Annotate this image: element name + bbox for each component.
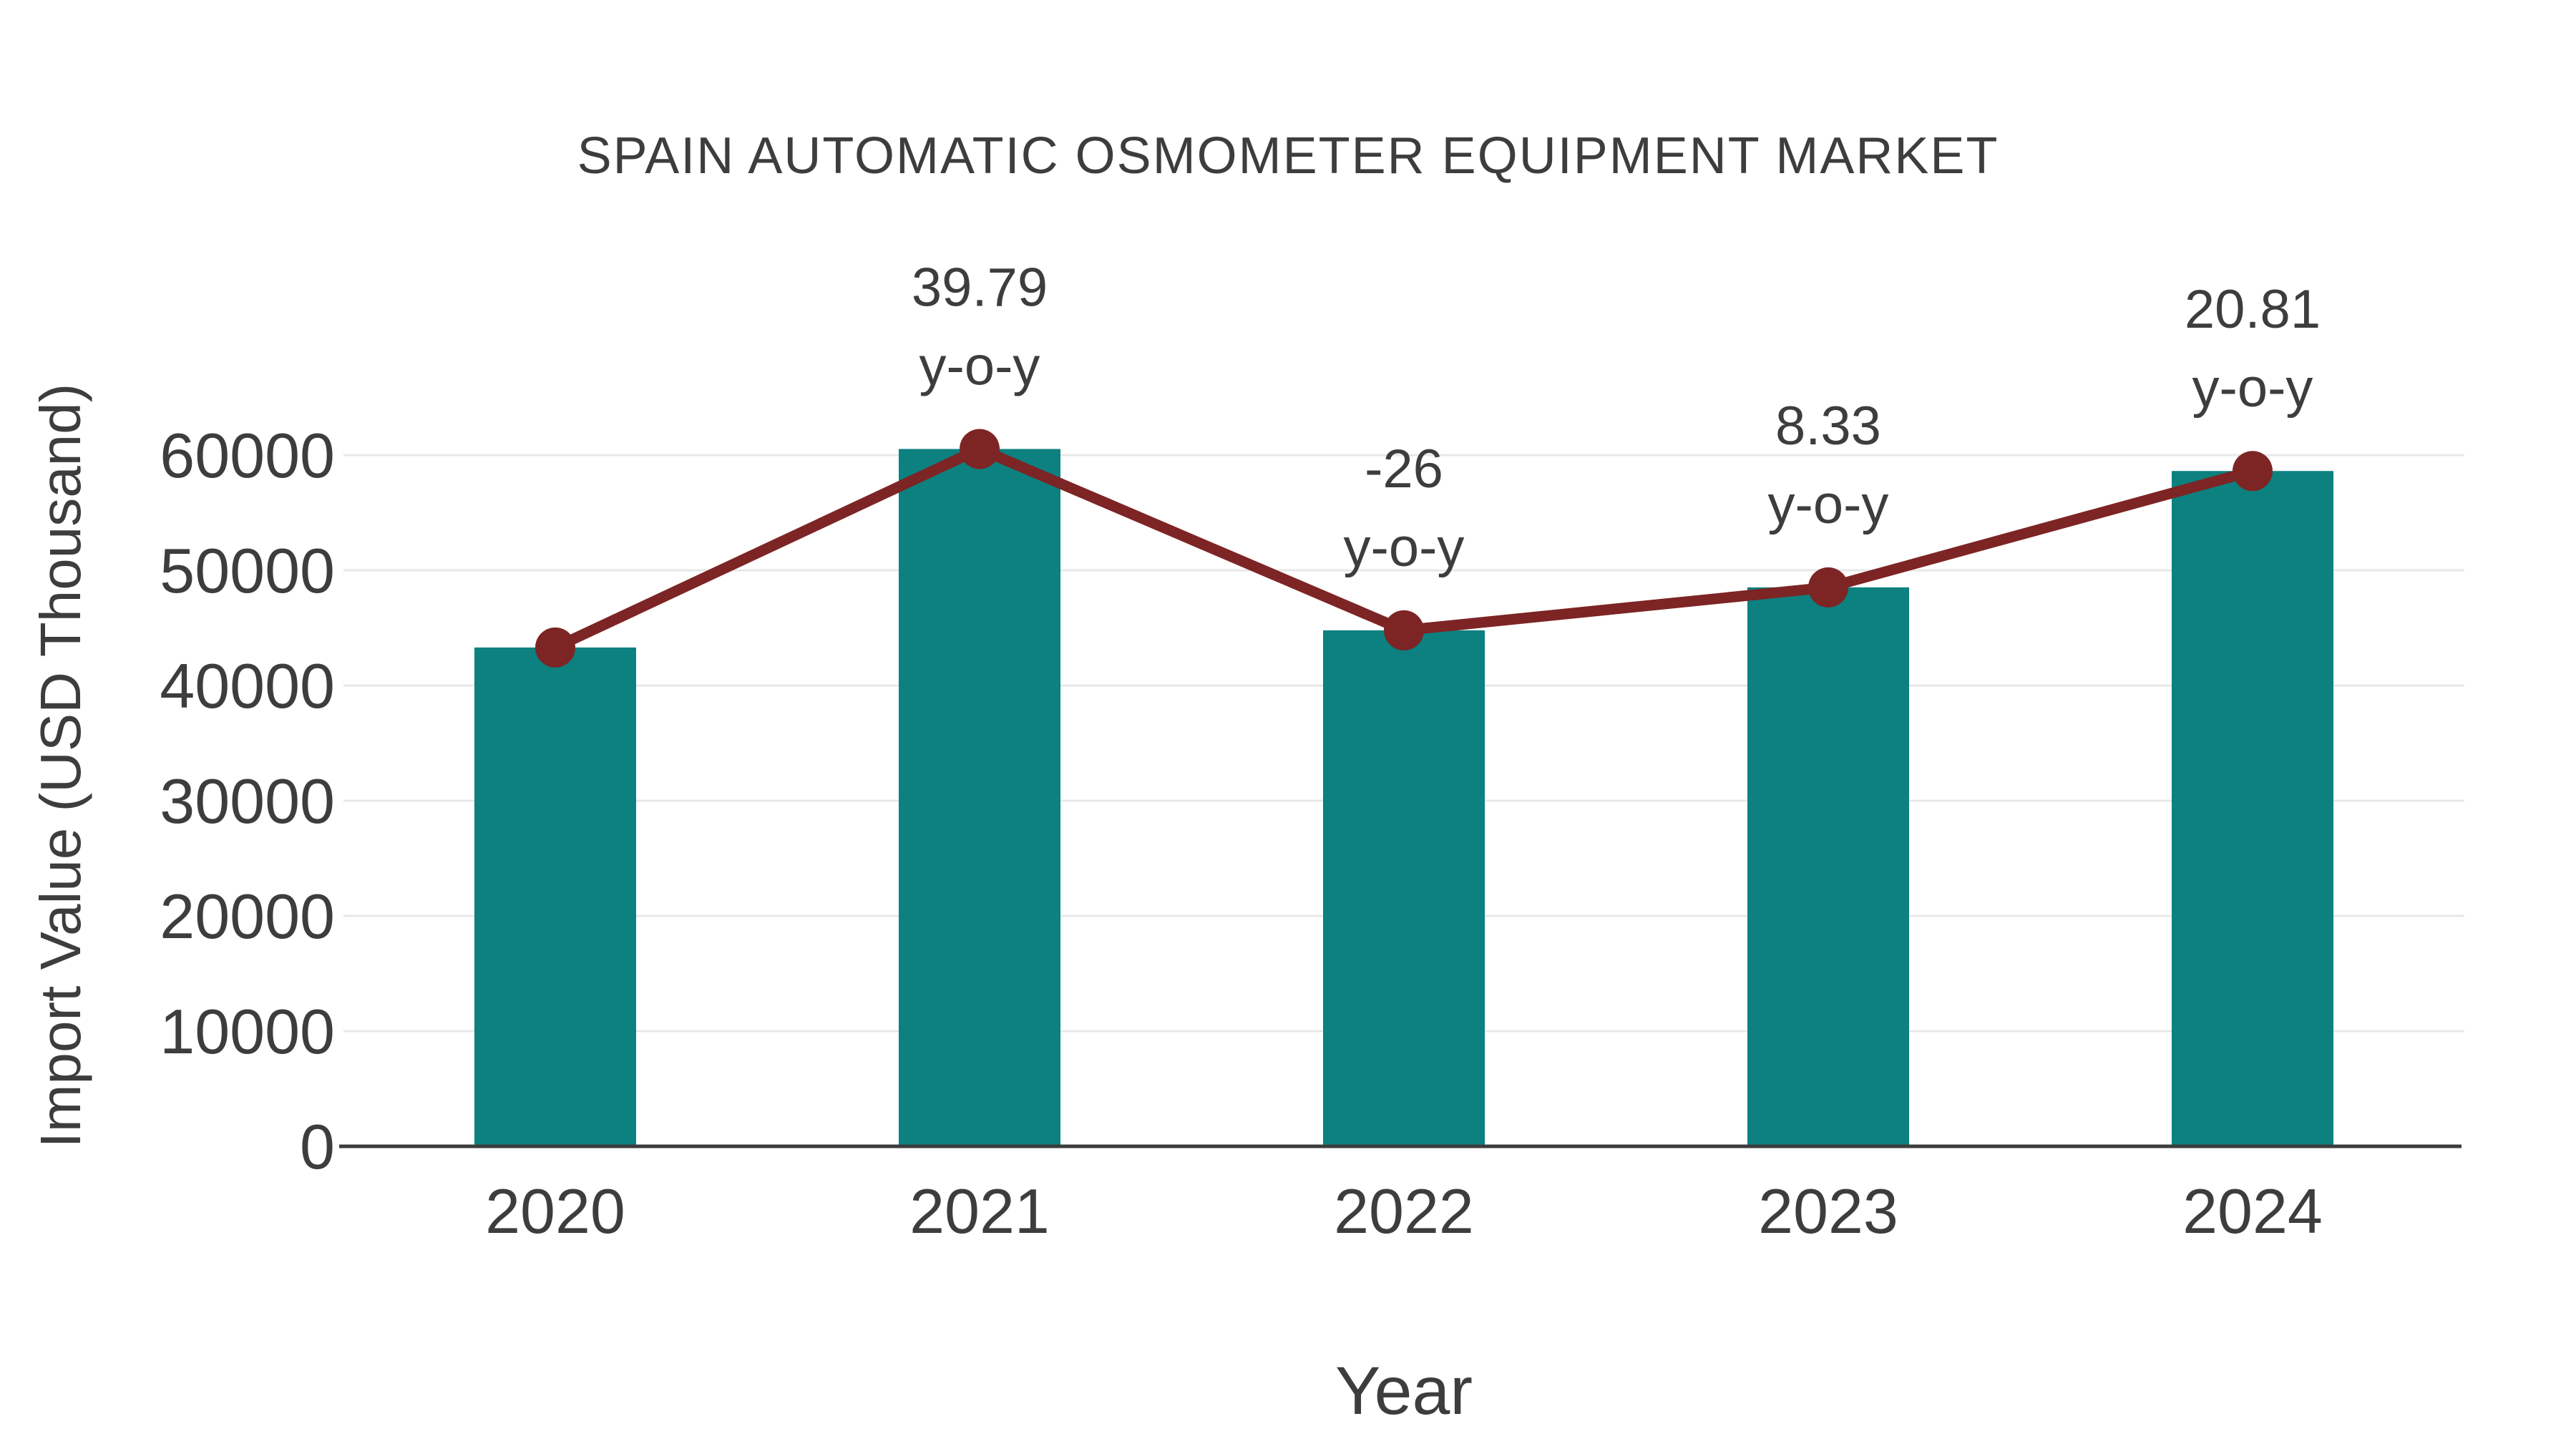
annotation-sub-2024: y-o-y [2192,358,2313,419]
annotation-value-2024: 20.81 [2185,279,2321,340]
annotation-value-2023: 8.33 [1775,396,1881,457]
marker-2021 [960,429,1000,469]
annotation-sub-2021: y-o-y [919,336,1040,396]
y-tick-label-20000: 20000 [160,881,335,952]
chart-title: SPAIN AUTOMATIC OSMOMETER EQUIPMENT MARK… [577,127,1999,185]
annotation-sub-2022: y-o-y [1344,517,1465,578]
y-tick-label-10000: 10000 [160,996,335,1067]
bar-2024 [2172,471,2333,1146]
marker-2024 [2233,451,2273,492]
bar-2022 [1323,630,1485,1146]
x-tick-label-2024: 2024 [2182,1176,2323,1246]
y-tick-label-60000: 60000 [160,420,335,491]
y-tick-label-50000: 50000 [160,535,335,606]
marker-2023 [1808,567,1848,608]
y-tick-label-40000: 40000 [160,650,335,721]
bar-2020 [474,647,636,1146]
annotation-sub-2023: y-o-y [1768,474,1889,535]
y-tick-label-0: 0 [300,1111,335,1182]
bar-2021 [899,449,1060,1146]
bar-2023 [1747,587,1909,1146]
marker-2020 [535,627,575,668]
x-tick-label-2022: 2022 [1334,1176,1474,1246]
annotation-value-2022: -26 [1365,439,1443,499]
x-axis-title: Year [1335,1353,1473,1429]
annotation-value-2021: 39.79 [912,257,1048,318]
x-tick-label-2021: 2021 [909,1176,1050,1246]
x-tick-label-2023: 2023 [1758,1176,1898,1246]
y-tick-label-30000: 30000 [160,766,335,836]
x-tick-label-2020: 2020 [485,1176,625,1246]
marker-2022 [1384,610,1424,650]
